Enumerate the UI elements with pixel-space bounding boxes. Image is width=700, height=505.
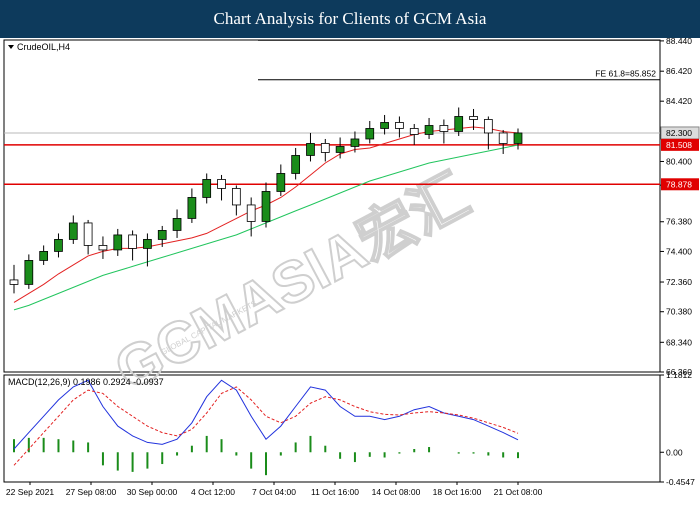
candle-body <box>143 239 152 249</box>
candle-body <box>9 279 19 285</box>
time-tick-label: 4 Oct 12:00 <box>191 487 235 497</box>
candle-body <box>424 125 434 135</box>
time-tick-label: 30 Sep 00:00 <box>127 487 178 497</box>
candle-body <box>128 234 137 249</box>
price-tick-label: 76.380 <box>666 217 692 227</box>
candle-body <box>113 234 123 251</box>
chart-banner-title: Chart Analysis for Clients of GCM Asia <box>0 0 700 38</box>
price-panel <box>3 39 661 373</box>
price-tick-label: 88.440 <box>666 38 692 46</box>
candle-body <box>98 245 108 251</box>
time-tick-label: 11 Oct 16:00 <box>311 487 359 497</box>
candle-body <box>261 191 271 222</box>
price-tick-label: 74.400 <box>666 246 692 256</box>
candle-body <box>83 222 93 246</box>
fibonacci-label: FE 61.8=85.852 <box>595 69 656 79</box>
candle-body <box>24 260 34 285</box>
price-axis: 88.44086.42084.42082.30080.40078.82076.3… <box>4 36 700 377</box>
candle-body <box>380 122 389 129</box>
candle-body <box>291 155 301 174</box>
macd-panel <box>3 374 661 483</box>
price-tick-label: 72.360 <box>666 277 692 287</box>
price-tick-label: 82.300 <box>666 128 692 138</box>
candle-body <box>202 179 212 198</box>
fibonacci-label: FE 100.0=88.480 <box>591 38 657 39</box>
candle-body <box>409 128 419 135</box>
time-tick-label: 27 Sep 08:00 <box>66 487 117 497</box>
candle-body <box>320 143 330 153</box>
time-tick-label: 22 Sep 2021 <box>6 487 54 497</box>
macd-line <box>13 379 519 450</box>
candle-body <box>172 218 182 231</box>
level-tag <box>661 138 699 151</box>
level-tag <box>661 178 699 191</box>
candle-body <box>231 188 241 206</box>
price-tick-label: 68.340 <box>666 337 692 347</box>
candle-body <box>187 197 197 219</box>
price-tick-label: 80.400 <box>666 156 692 166</box>
time-tick-label: 7 Oct 04:00 <box>252 487 296 497</box>
candle-body <box>217 179 226 189</box>
price-tick-label: 66.360 <box>666 367 692 377</box>
candle-body <box>335 146 345 153</box>
macd-tick-label: 1.1812 <box>666 370 692 380</box>
candle-body <box>246 204 256 222</box>
macd-tick-label: -0.4547 <box>666 477 695 487</box>
candle-body <box>276 173 286 192</box>
candle-body <box>454 116 464 132</box>
candle-body <box>350 138 360 147</box>
time-tick-label: 14 Oct 08:00 <box>372 487 421 497</box>
time-axis: 22 Sep 2021 27 Sep 08:00 30 Sep 00:00 4 Oct… <box>6 482 543 497</box>
macd-indicator: 1.1812 0.00 -0.4547 <box>13 370 695 487</box>
candle-body <box>54 239 63 252</box>
candle-body <box>68 222 78 240</box>
candle-body <box>469 116 478 120</box>
time-tick-label: 18 Oct 16:00 <box>433 487 482 497</box>
candle-body <box>306 143 315 156</box>
candlesticks <box>9 107 523 294</box>
chart-svg: GCMASIA宏汇 GLOBAL CAPITAL MARKETS 88.4408… <box>3 29 700 497</box>
dropdown-arrow-icon[interactable] <box>8 45 14 49</box>
candle-body <box>365 128 375 140</box>
price-tick-label: 84.420 <box>666 96 692 106</box>
candle-body <box>157 230 167 240</box>
chart-frame: GCMASIA宏汇 GLOBAL CAPITAL MARKETS 88.440 8… <box>0 29 700 500</box>
candle-body <box>39 251 49 261</box>
candle-body <box>513 132 523 144</box>
macd-label: MACD(12,26,9) 0.1986 0.2924 -0.0937 <box>8 377 164 387</box>
symbol-label: CrudeOIL,H4 <box>17 42 70 52</box>
macd-tick-label: 0.00 <box>666 447 683 457</box>
candle-body <box>439 125 449 132</box>
candle-body <box>498 132 508 144</box>
level-tag-label: 81.508 <box>666 140 692 150</box>
candle-body <box>483 119 493 134</box>
candle-body <box>395 122 404 129</box>
price-tick-label: 70.380 <box>666 307 692 317</box>
level-tag-label: 78.878 <box>666 179 692 189</box>
time-tick-label: 21 Oct 08:00 <box>494 487 543 497</box>
signal-line <box>13 386 519 466</box>
price-tick-label: 86.420 <box>666 66 692 76</box>
